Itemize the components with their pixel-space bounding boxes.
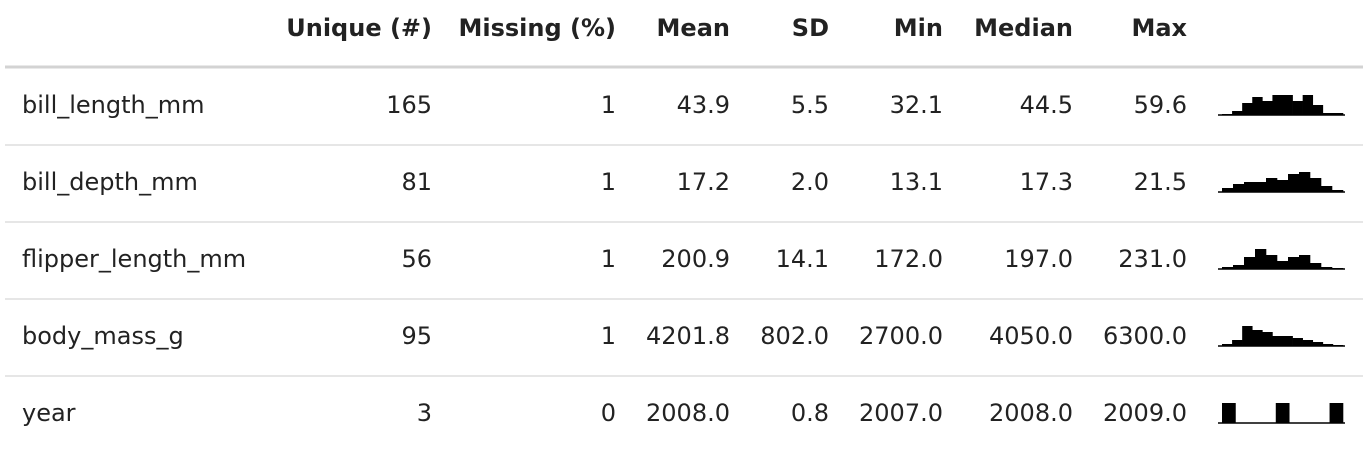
histogram-bar bbox=[1321, 186, 1333, 192]
cell: 17.2 bbox=[677, 168, 730, 196]
cell: 1 bbox=[601, 168, 616, 196]
cell: 172.0 bbox=[874, 245, 943, 273]
histogram-bar bbox=[1277, 261, 1289, 269]
histogram-bar bbox=[1329, 403, 1344, 423]
cell: 2008.0 bbox=[989, 399, 1073, 427]
histogram-bar bbox=[1282, 336, 1293, 346]
column-header: Unique (#) bbox=[286, 14, 432, 42]
cell: 17.3 bbox=[1020, 168, 1073, 196]
histogram-bar bbox=[1272, 336, 1283, 346]
cell: 1 bbox=[601, 322, 616, 350]
cell: 4050.0 bbox=[989, 322, 1073, 350]
histogram-bar bbox=[1312, 105, 1324, 115]
histogram-bar bbox=[1222, 403, 1236, 423]
row-label: bill_depth_mm bbox=[22, 168, 198, 196]
histogram-bar bbox=[1310, 263, 1322, 269]
cell: 14.1 bbox=[776, 245, 829, 273]
histogram-bar bbox=[1232, 111, 1243, 115]
row-label: flipper_length_mm bbox=[22, 245, 246, 273]
row-label: year bbox=[22, 399, 76, 427]
histogram-bar bbox=[1322, 113, 1334, 115]
histogram-bar bbox=[1266, 255, 1278, 269]
column-header: Max bbox=[1131, 14, 1187, 42]
histogram-bar bbox=[1222, 114, 1233, 115]
histogram-bar bbox=[1292, 338, 1303, 346]
histogram-bar bbox=[1252, 97, 1263, 115]
cell: 2700.0 bbox=[859, 322, 943, 350]
histogram-bar bbox=[1322, 344, 1334, 346]
cell: 6300.0 bbox=[1103, 322, 1187, 350]
row-label: bill_length_mm bbox=[22, 91, 205, 119]
cell: 0 bbox=[601, 399, 616, 427]
histogram-bar bbox=[1262, 332, 1273, 346]
cell: 13.1 bbox=[890, 168, 943, 196]
cell: 0.8 bbox=[791, 399, 829, 427]
histogram-bar bbox=[1244, 182, 1256, 192]
histogram-bar bbox=[1222, 344, 1233, 346]
cell: 43.9 bbox=[677, 91, 730, 119]
histogram-bar bbox=[1321, 267, 1333, 269]
cell: 197.0 bbox=[1004, 245, 1073, 273]
histogram-bar bbox=[1252, 330, 1263, 346]
histogram-bar bbox=[1332, 190, 1344, 192]
column-header: Median bbox=[974, 14, 1073, 42]
row-label: body_mass_g bbox=[22, 322, 184, 350]
histogram-bar bbox=[1312, 342, 1324, 346]
histogram-bar bbox=[1222, 267, 1234, 269]
cell: 21.5 bbox=[1134, 168, 1187, 196]
histogram-bar bbox=[1292, 101, 1303, 115]
column-header: Missing (%) bbox=[458, 14, 616, 42]
histogram-bar bbox=[1302, 340, 1314, 346]
cell: 59.6 bbox=[1134, 91, 1187, 119]
histogram-bar bbox=[1288, 257, 1300, 269]
histogram-bar bbox=[1332, 345, 1344, 346]
cell: 5.5 bbox=[791, 91, 829, 119]
histogram-bar bbox=[1266, 178, 1278, 192]
histogram-bar bbox=[1288, 174, 1300, 192]
histogram-bar bbox=[1242, 326, 1253, 346]
histogram-bar bbox=[1232, 340, 1243, 346]
histogram-bar bbox=[1255, 182, 1267, 192]
cell: 95 bbox=[401, 322, 432, 350]
cell: 2009.0 bbox=[1103, 399, 1187, 427]
cell: 3 bbox=[417, 399, 432, 427]
cell: 1 bbox=[601, 245, 616, 273]
cell: 56 bbox=[401, 245, 432, 273]
cell: 165 bbox=[386, 91, 432, 119]
column-header: Min bbox=[894, 14, 943, 42]
histogram-bar bbox=[1277, 180, 1289, 192]
cell: 2007.0 bbox=[859, 399, 943, 427]
histogram-bar bbox=[1310, 178, 1322, 192]
histogram-bar bbox=[1244, 257, 1256, 269]
histogram-bar bbox=[1255, 249, 1267, 269]
histogram-bar bbox=[1242, 103, 1253, 115]
cell: 200.9 bbox=[661, 245, 730, 273]
histogram-bar bbox=[1299, 255, 1311, 269]
histogram-bar bbox=[1222, 188, 1234, 192]
cell: 81 bbox=[401, 168, 432, 196]
column-header: SD bbox=[792, 14, 829, 42]
cell: 2008.0 bbox=[646, 399, 730, 427]
histogram-bar bbox=[1332, 113, 1344, 115]
cell: 32.1 bbox=[890, 91, 943, 119]
histogram-bar bbox=[1233, 265, 1245, 269]
cell: 802.0 bbox=[760, 322, 829, 350]
histogram-bar bbox=[1302, 95, 1314, 115]
histogram-bar bbox=[1233, 184, 1245, 192]
column-header: Mean bbox=[657, 14, 730, 42]
histogram-bar bbox=[1262, 101, 1273, 115]
histogram-bar bbox=[1275, 403, 1290, 423]
histogram-bar bbox=[1282, 95, 1293, 115]
cell: 231.0 bbox=[1118, 245, 1187, 273]
histogram-bar bbox=[1272, 95, 1283, 115]
cell: 4201.8 bbox=[646, 322, 730, 350]
cell: 1 bbox=[601, 91, 616, 119]
histogram-bar bbox=[1299, 172, 1311, 192]
cell: 2.0 bbox=[791, 168, 829, 196]
histogram-bar bbox=[1332, 268, 1344, 269]
cell: 44.5 bbox=[1020, 91, 1073, 119]
